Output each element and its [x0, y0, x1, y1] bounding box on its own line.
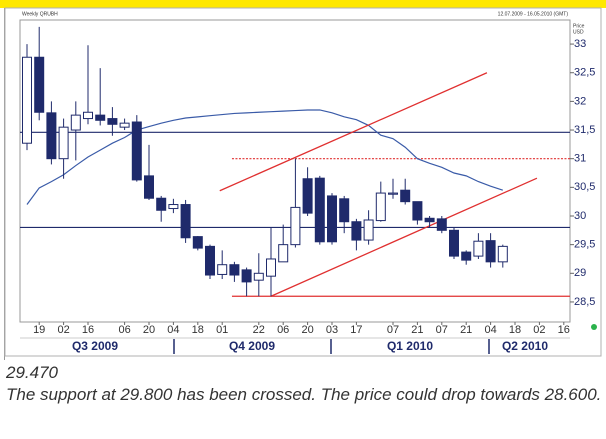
- candle-body: [180, 204, 191, 239]
- y-tick-label: 33: [574, 38, 586, 50]
- candle-body: [497, 245, 508, 263]
- quarter-label: Q2 2010: [502, 339, 548, 353]
- quarter-label: Q4 2009: [229, 339, 275, 353]
- trend-line: [270, 177, 538, 297]
- candle-body: [241, 269, 252, 283]
- price-text: 29.470: [6, 363, 58, 382]
- candle-body: [412, 201, 423, 221]
- candle-body: [58, 126, 69, 160]
- moving-average: [26, 109, 503, 205]
- candle-body: [473, 240, 484, 257]
- candle-body: [168, 204, 179, 210]
- candle-body: [375, 192, 386, 222]
- candle-body: [192, 236, 203, 249]
- chart-title: Weekly QRUBH: [22, 11, 58, 17]
- x-tick-label: 16: [558, 324, 570, 336]
- y-axis-label: Price: [573, 23, 585, 29]
- candle-body: [119, 122, 130, 128]
- candle-body: [461, 251, 472, 261]
- candle-body: [156, 197, 167, 211]
- candle-body: [95, 114, 106, 121]
- y-tick-label: 32,5: [574, 67, 595, 79]
- candle-body: [339, 198, 350, 223]
- x-tick-label: 02: [57, 324, 69, 336]
- x-tick-label: 20: [143, 324, 155, 336]
- candle-body: [107, 118, 118, 125]
- candle-body: [266, 258, 276, 277]
- candle-body: [302, 178, 313, 214]
- quarter-label: Q1 2010: [387, 339, 433, 353]
- x-tick-label: 03: [326, 324, 338, 336]
- chart: Weekly QRUBH 12.07.2009 - 16.05.2010 (GM…: [0, 0, 606, 360]
- x-tick-label: 06: [118, 324, 130, 336]
- candle-body: [34, 56, 45, 113]
- candle-body: [290, 206, 301, 246]
- candle-body: [217, 264, 228, 275]
- y-tick-label: 31: [574, 153, 586, 165]
- x-tick-label: 18: [509, 324, 521, 336]
- candle-body: [205, 245, 215, 276]
- candle-body: [278, 244, 289, 263]
- x-tick-label: 21: [411, 324, 423, 336]
- trend-line: [219, 72, 488, 192]
- candle-body: [314, 177, 325, 243]
- candle-body: [400, 189, 411, 203]
- candle-body: [253, 272, 264, 281]
- y-tick-label: 31,5: [574, 124, 595, 136]
- candle-body: [424, 217, 435, 223]
- y-tick-label: 32: [574, 95, 586, 107]
- candle-body: [144, 175, 154, 199]
- y-tick-label: 29: [574, 267, 586, 279]
- status-dot: [591, 324, 597, 330]
- y-tick-label: 28,5: [574, 296, 595, 308]
- candle-body: [436, 218, 447, 231]
- x-tick-label: 07: [436, 324, 448, 336]
- x-tick-label: 20: [301, 324, 313, 336]
- chart-subtitle: 12.07.2009 - 16.05.2010 (GMT): [498, 11, 569, 17]
- y-tick-label: 30,5: [574, 181, 595, 193]
- x-tick-label: 16: [82, 324, 94, 336]
- y-tick-label: 29,5: [574, 239, 595, 251]
- candle-body: [229, 264, 240, 276]
- x-tick-label: 04: [167, 324, 179, 336]
- y-axis-label: USD: [573, 29, 584, 35]
- candle-body: [22, 56, 32, 144]
- x-tick-label: 22: [253, 324, 265, 336]
- x-tick-label: 19: [33, 324, 45, 336]
- x-tick-label: 07: [387, 324, 399, 336]
- top-bar: [0, 0, 606, 8]
- x-tick-label: 18: [192, 324, 204, 336]
- x-tick-label: 21: [460, 324, 472, 336]
- candle-body: [70, 114, 81, 131]
- x-tick-label: 04: [484, 324, 496, 336]
- comment-text: The support at 29.800 has been crossed. …: [6, 385, 602, 404]
- y-tick-label: 30: [574, 210, 586, 222]
- x-tick-label: 17: [350, 324, 362, 336]
- candle-body: [449, 229, 459, 257]
- candle-body: [83, 111, 93, 120]
- candle-body: [46, 112, 57, 160]
- x-tick-label: 02: [533, 324, 545, 336]
- x-tick-label: 06: [277, 324, 289, 336]
- candle-body: [327, 195, 337, 243]
- x-tick-label: 01: [216, 324, 228, 336]
- candle-body: [351, 221, 362, 241]
- candle-body: [485, 240, 496, 263]
- quarter-label: Q3 2009: [72, 339, 118, 353]
- candle-body: [131, 121, 142, 181]
- candle-body: [363, 219, 374, 241]
- candle-body: [388, 192, 398, 195]
